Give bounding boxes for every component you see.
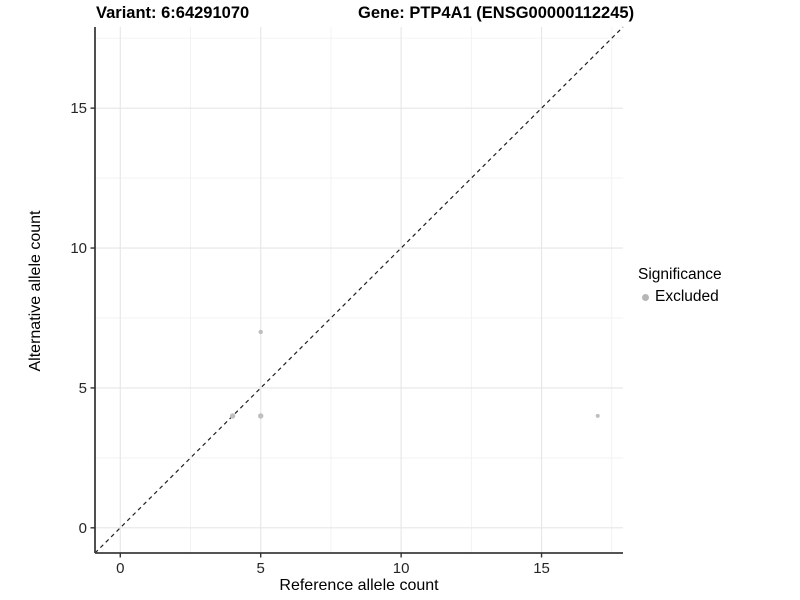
y-tick-label: 15	[70, 100, 87, 117]
variant-title: Variant: 6:64291070	[96, 4, 250, 22]
data-point	[258, 413, 264, 419]
legend-item-label: Excluded	[655, 288, 719, 305]
y-tick-label: 5	[79, 380, 87, 397]
data-point	[229, 413, 236, 419]
y-tick-label: 10	[70, 240, 87, 257]
x-tick-label: 15	[533, 560, 550, 577]
x-tick-label: 0	[116, 560, 124, 577]
y-tick-label: 0	[79, 520, 87, 537]
data-point	[258, 329, 263, 335]
x-tick-label: 10	[393, 560, 410, 577]
x-tick-label: 5	[257, 560, 265, 577]
data-point	[595, 413, 600, 418]
legend-title: Significance	[638, 266, 722, 283]
legend: Significance Excluded	[638, 266, 722, 306]
legend-item-excluded: Excluded	[638, 288, 722, 306]
legend-marker-dot	[642, 293, 649, 301]
x-axis-title: Reference allele count	[279, 577, 439, 594]
identity-reference-line	[94, 26, 624, 554]
y-axis-title: Alternative allele count	[27, 210, 44, 372]
gene-title: Gene: PTP4A1 (ENSG00000112245)	[358, 4, 635, 22]
